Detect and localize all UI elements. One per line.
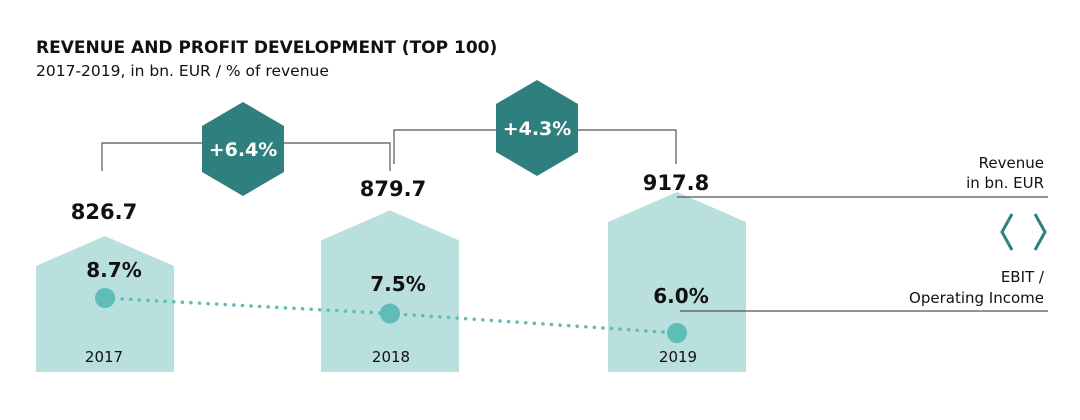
- ebit-value-label: 8.7%: [86, 258, 141, 282]
- ebit-markers: [95, 288, 687, 343]
- revenue-value-label: 917.8: [643, 171, 709, 195]
- ebit-marker-2018: [380, 303, 400, 324]
- legend-ebit-unit: Operating Income: [909, 289, 1044, 307]
- ebit-marker-2017: [95, 288, 115, 308]
- growth-label-2018-2019: +4.3%: [503, 118, 572, 140]
- growth-brackets: [101, 129, 677, 171]
- revenue-value-label: 826.7: [71, 200, 137, 224]
- chart-subtitle: 2017-2019, in bn. EUR / % of revenue: [36, 62, 329, 80]
- legend-ebit-label: EBIT /: [1001, 268, 1045, 286]
- legend-revenue-label: Revenue: [979, 154, 1044, 172]
- revenue-value-label: 879.7: [360, 177, 426, 201]
- growth-hexagon-2018-2019: [496, 80, 578, 176]
- revenue-bar-2019: [608, 192, 746, 372]
- ebit-marker-2019: [667, 323, 687, 343]
- revenue-bar-2018: [321, 210, 459, 372]
- ebit-value-label: 7.5%: [370, 272, 425, 296]
- growth-hexagons: +6.4% +4.3%: [202, 80, 578, 196]
- year-tick-label: 2018: [372, 348, 410, 366]
- year-tick-label: 2017: [85, 348, 123, 366]
- ebit-value-label: 6.0%: [653, 284, 708, 308]
- chevron-left-icon: [1000, 213, 1014, 251]
- legend-revenue-unit: in bn. EUR: [966, 174, 1044, 192]
- growth-hexagon-2017-2018: [202, 102, 284, 196]
- chevron-right-icon: [1033, 213, 1047, 251]
- year-tick-label: 2019: [659, 348, 697, 366]
- growth-label-2017-2018: +6.4%: [209, 139, 278, 161]
- legend: Revenue in bn. EUR EBIT / Operating Inco…: [677, 154, 1048, 312]
- chart-title: REVENUE AND PROFIT DEVELOPMENT (TOP 100): [36, 38, 497, 58]
